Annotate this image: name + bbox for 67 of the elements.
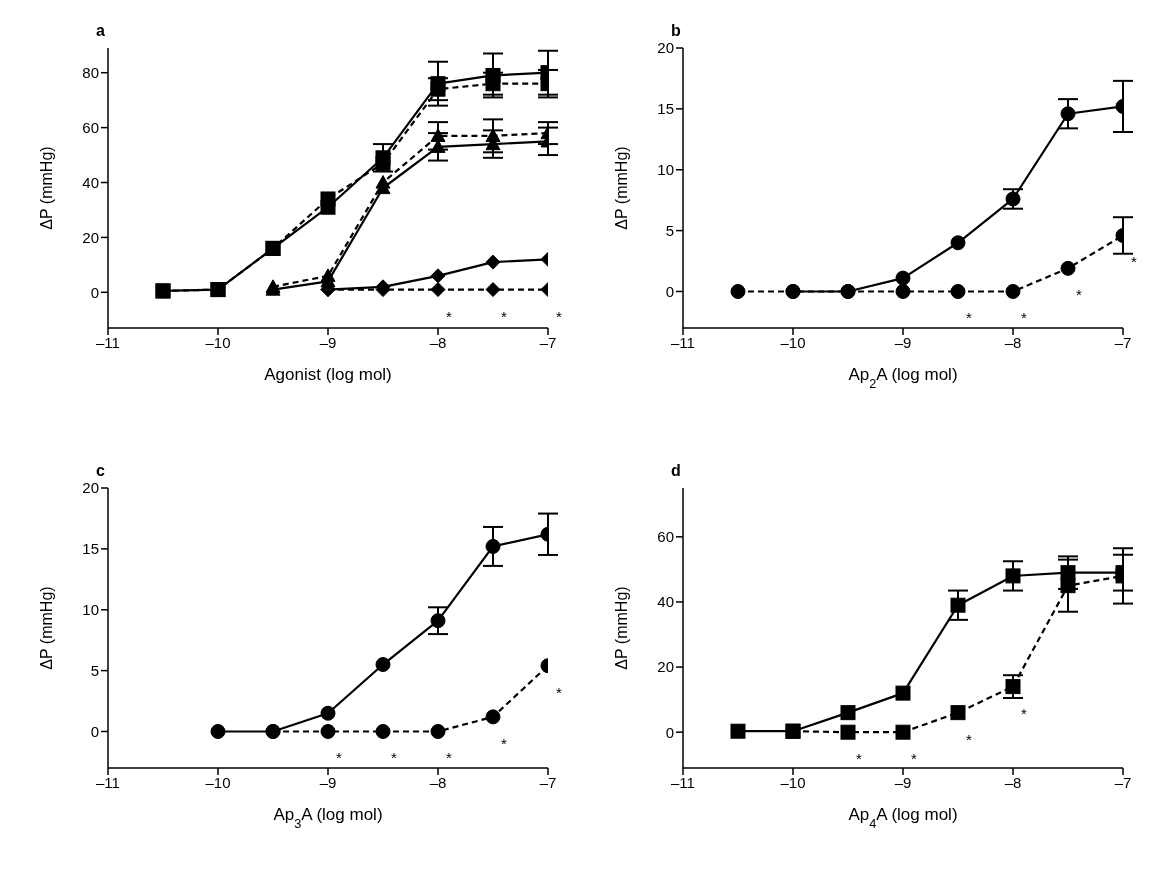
chart-title: b [671, 22, 681, 40]
annotation: * [501, 307, 508, 325]
annotation: * [966, 730, 973, 748]
y-tick-label: 15 [82, 540, 99, 558]
y-tick-label: 10 [82, 601, 99, 619]
x-tick-label: –11 [671, 773, 695, 791]
x-tick-label: –11 [96, 773, 120, 791]
y-axis-title: ΔP (mmHg) [38, 586, 55, 670]
annotation: * [856, 750, 863, 768]
annotation: * [336, 749, 343, 767]
x-axis-title: Ap$_{3}$A (log mol) [273, 805, 383, 831]
y-tick-label: 20 [657, 658, 674, 676]
annotation: * [1131, 253, 1138, 271]
x-tick-label: –7 [539, 773, 557, 791]
y-tick-label: 0 [665, 723, 674, 741]
x-axis-title: Ap$_{2}$A (log mol) [848, 365, 958, 391]
x-tick-label: –8 [1004, 333, 1022, 351]
y-tick-label: 0 [90, 722, 99, 740]
y-tick-label: 10 [657, 161, 674, 179]
x-tick-label: –7 [1114, 773, 1132, 791]
annotation: * [391, 749, 398, 767]
annotation: * [446, 749, 453, 767]
annotation: * [556, 683, 563, 701]
y-tick-label: 5 [90, 661, 99, 679]
x-tick-label: –10 [780, 333, 806, 351]
x-tick-label: –10 [205, 333, 231, 351]
chart-title: a [96, 22, 105, 40]
annotation: * [1021, 309, 1028, 327]
x-tick-label: –9 [319, 773, 337, 791]
annotation: * [911, 750, 918, 768]
y-axis-title: ΔP (mmHg) [613, 146, 630, 230]
y-tick-label: 40 [657, 593, 674, 611]
y-tick-label: 20 [82, 479, 99, 497]
x-tick-label: –7 [1114, 333, 1132, 351]
x-tick-label: –9 [894, 333, 912, 351]
y-tick-label: 0 [90, 283, 99, 301]
x-tick-label: –10 [780, 773, 806, 791]
y-axis-title: ΔP (mmHg) [613, 586, 630, 670]
annotation: * [501, 734, 508, 752]
x-tick-label: –9 [894, 773, 912, 791]
y-tick-label: 20 [657, 39, 674, 57]
chart-title: d [671, 462, 681, 480]
annotation: * [1076, 286, 1083, 304]
annotation: * [446, 307, 453, 325]
y-tick-label: 80 [82, 64, 99, 82]
x-tick-label: –11 [671, 333, 695, 351]
y-tick-label: 15 [657, 100, 674, 118]
y-tick-label: 60 [82, 118, 99, 136]
x-axis-title: Ap$_{4}$A (log mol) [848, 805, 958, 831]
x-tick-label: –8 [429, 773, 447, 791]
y-tick-label: 60 [657, 528, 674, 546]
x-axis-title: Agonist (log mol) [264, 365, 392, 384]
y-tick-label: 0 [665, 282, 674, 300]
annotation: * [1021, 704, 1028, 722]
annotation: * [966, 309, 973, 327]
x-tick-label: –7 [539, 333, 557, 351]
y-tick-label: 5 [665, 221, 674, 239]
y-tick-label: 20 [82, 228, 99, 246]
y-tick-label: 40 [82, 173, 99, 191]
x-tick-label: –9 [319, 333, 337, 351]
x-tick-label: –8 [429, 333, 447, 351]
x-tick-label: –11 [96, 333, 120, 351]
y-axis-title: ΔP (mmHg) [38, 146, 55, 230]
chart-title: c [96, 462, 105, 480]
x-tick-label: –10 [205, 773, 231, 791]
annotation: * [556, 307, 563, 325]
x-tick-label: –8 [1004, 773, 1022, 791]
